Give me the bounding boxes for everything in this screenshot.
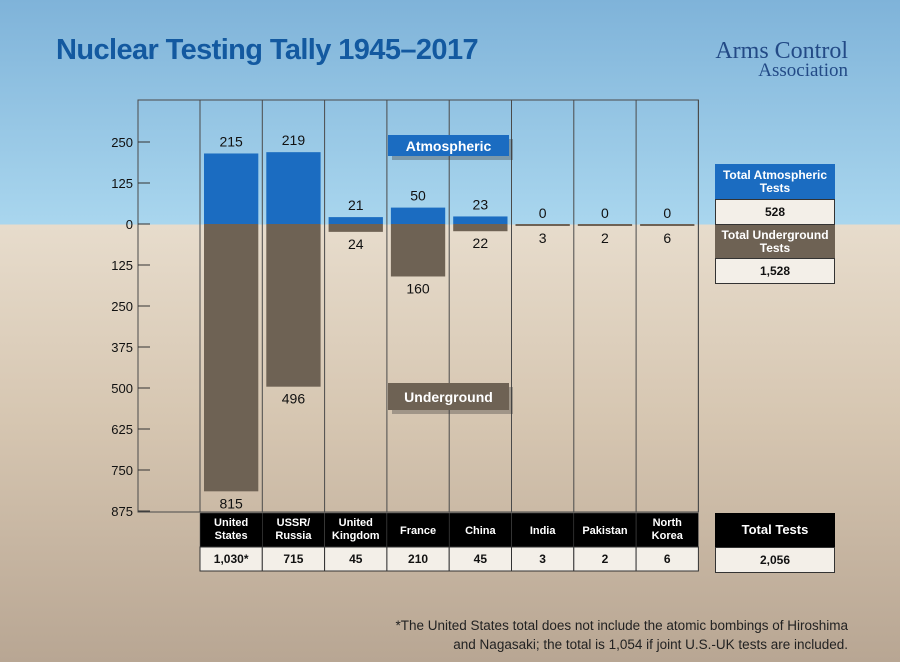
category-header-cell [511,512,575,548]
category-total-value: 2 [602,552,609,566]
atmospheric-bar [266,152,321,224]
category-total-value: 1,030* [214,552,249,566]
category-total-value: 6 [664,552,671,566]
underground-bar [515,224,570,226]
underground-bar [640,224,695,226]
atmospheric-value-label: 0 [601,205,609,221]
y-tick-label: 0 [126,217,133,232]
total-underground-value: 1,528 [715,258,835,284]
category-total-value: 45 [474,552,488,566]
total-underground-label-text: Total Underground Tests [721,227,829,255]
chart-title: Nuclear Testing Tally 1945–2017 [56,34,479,66]
total-atmospheric-label: Total Atmospheric Tests [715,164,835,199]
total-atmospheric-label-text: Total Atmospheric Tests [722,167,827,195]
category-label: Pakistan [582,525,628,537]
category-total-value: 45 [349,552,363,566]
category-label: United [339,517,373,529]
category-total-value: 715 [283,552,303,566]
underground-value-label: 22 [473,235,489,251]
atmospheric-bar [390,207,446,224]
y-tick-label: 750 [111,463,133,478]
atmospheric-bar [328,217,383,224]
category-total-cell [386,546,450,572]
atmospheric-value-label: 215 [219,133,243,149]
atmospheric-bar [204,153,259,224]
category-header-cell [448,512,512,548]
total-atmospheric-value: 528 [715,199,835,225]
atmospheric-bar [453,216,508,224]
total-tests-label: Total Tests [715,513,835,547]
underground-bar [390,224,446,277]
atmospheric-value-label: 50 [410,188,426,204]
underground-legend-label: Underground [404,389,493,405]
underground-value-label: 3 [539,230,547,246]
underground-bar [577,224,633,226]
arms-control-association-logo: Arms Control Association [688,38,848,81]
category-label: Korea [652,530,684,542]
logo-line-2: Association [758,60,848,81]
category-header-cell [635,512,699,548]
footnote-line-2: and Nagasaki; the total is 1,054 if join… [453,637,848,652]
atmospheric-legend-label: Atmospheric [406,138,492,154]
y-tick-label: 125 [111,176,133,191]
category-label: China [465,525,496,537]
underground-legend-tag [388,383,509,410]
underground-bar [453,224,508,232]
category-label: France [400,525,436,537]
category-total-value: 3 [539,552,546,566]
category-label: United [214,517,248,529]
underground-value-label: 815 [219,495,243,511]
footnote-line-1: *The United States total does not includ… [395,618,849,633]
y-tick-label: 125 [111,258,133,273]
category-label: USSR/ [277,517,311,529]
underground-value-label: 496 [282,391,306,407]
underground-value-label: 2 [601,230,609,246]
y-tick-label: 625 [111,422,133,437]
logo-line-1: Arms Control [715,38,848,64]
y-tick-label: 875 [111,504,133,519]
atmospheric-value-label: 0 [663,205,671,221]
category-label: North [653,517,683,529]
category-total-cell [511,546,575,572]
atmospheric-value-label: 23 [473,196,489,212]
total-tests-value: 2,056 [715,547,835,573]
category-label: India [530,525,557,537]
underground-bar [204,224,259,492]
category-label: Kingdom [332,530,380,542]
atmospheric-value-label: 219 [282,132,306,148]
category-header-cell [262,512,325,548]
category-total-cell [635,546,699,572]
category-header-cell [324,512,388,548]
atmospheric-legend-tag [388,135,509,156]
total-underground-label: Total Underground Tests [715,225,835,258]
category-label: Russia [275,530,312,542]
y-tick-label: 250 [111,299,133,314]
y-tick-label: 250 [111,135,133,150]
category-label: States [215,530,248,542]
underground-bar [266,224,321,387]
underground-value-label: 6 [663,230,671,246]
y-tick-label: 500 [111,381,133,396]
category-total-cell [261,546,326,572]
category-total-value: 210 [408,552,428,566]
category-header-cell [573,512,637,548]
category-total-cell [199,546,263,572]
y-tick-label: 375 [111,340,133,355]
underground-value-label: 160 [406,280,430,296]
atmospheric-value-label: 21 [348,197,364,213]
atmospheric-value-label: 0 [539,205,547,221]
footnote: *The United States total does not includ… [328,616,849,654]
underground-value-label: 24 [348,236,364,252]
underground-bar [328,224,383,232]
